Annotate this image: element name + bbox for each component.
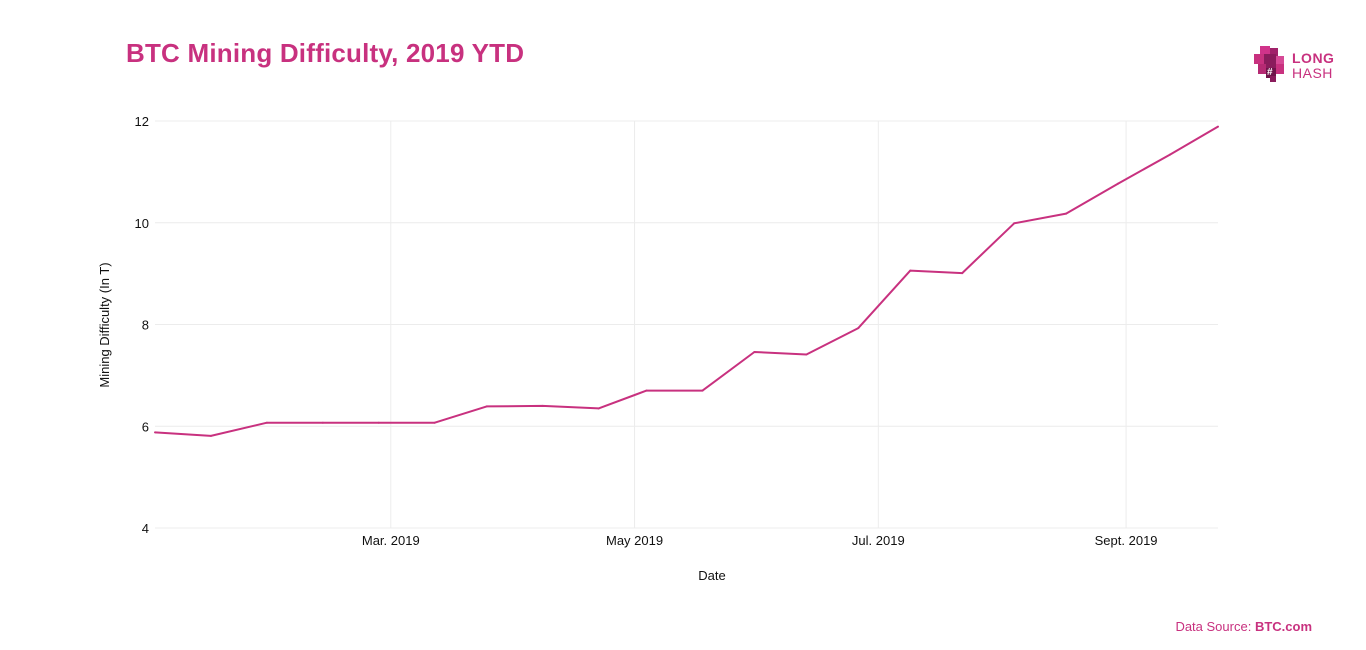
series-group bbox=[154, 125, 1219, 437]
x-tick-label: May 2019 bbox=[606, 533, 663, 548]
data-source-name: BTC.com bbox=[1254, 619, 1312, 634]
y-tick-label: 4 bbox=[142, 521, 149, 536]
y-axis-ticks: 4 6 8 10 12 bbox=[135, 114, 149, 536]
data-point bbox=[805, 353, 808, 356]
y-tick-label: 6 bbox=[142, 419, 149, 434]
y-axis-label: Mining Difficulty (In T) bbox=[97, 262, 112, 387]
data-point bbox=[701, 389, 704, 392]
data-point bbox=[209, 434, 212, 437]
data-point bbox=[1013, 222, 1016, 225]
x-tick-label: Mar. 2019 bbox=[362, 533, 420, 548]
difficulty-line bbox=[154, 125, 1219, 437]
data-point bbox=[857, 327, 860, 330]
logo-text-hash: HASH bbox=[1292, 65, 1333, 81]
data-source-prefix: Data Source: bbox=[1175, 619, 1255, 634]
data-point bbox=[154, 431, 156, 434]
longhash-cube-icon: # bbox=[1254, 46, 1284, 82]
data-source: Data Source: BTC.com bbox=[1175, 619, 1312, 634]
data-point bbox=[1217, 125, 1219, 128]
x-tick-label: Sept. 2019 bbox=[1095, 533, 1158, 548]
data-point bbox=[645, 389, 648, 392]
data-point bbox=[485, 405, 488, 408]
data-point bbox=[1117, 182, 1120, 185]
x-axis-label: Date bbox=[698, 568, 725, 583]
data-point bbox=[265, 421, 268, 424]
data-point bbox=[1065, 212, 1068, 215]
longhash-logo: # LONG HASH bbox=[1252, 46, 1342, 86]
data-point bbox=[961, 272, 964, 275]
data-point bbox=[377, 421, 380, 424]
data-point bbox=[541, 404, 544, 407]
data-point bbox=[597, 407, 600, 410]
logo-text-long: LONG bbox=[1292, 50, 1335, 66]
data-point bbox=[753, 350, 756, 353]
x-tick-label: Jul. 2019 bbox=[852, 533, 905, 548]
data-point bbox=[433, 421, 436, 424]
y-tick-label: 8 bbox=[142, 318, 149, 333]
y-tick-label: 10 bbox=[135, 216, 149, 231]
data-point bbox=[909, 269, 912, 272]
data-point bbox=[1169, 153, 1172, 156]
grid-lines bbox=[155, 120, 1218, 529]
y-tick-label: 12 bbox=[135, 114, 149, 129]
data-point bbox=[321, 421, 324, 424]
svg-text:#: # bbox=[1267, 67, 1273, 78]
x-axis-ticks: Mar. 2019 May 2019 Jul. 2019 Sept. 2019 bbox=[362, 533, 1158, 548]
chart-title: BTC Mining Difficulty, 2019 YTD bbox=[126, 38, 525, 68]
